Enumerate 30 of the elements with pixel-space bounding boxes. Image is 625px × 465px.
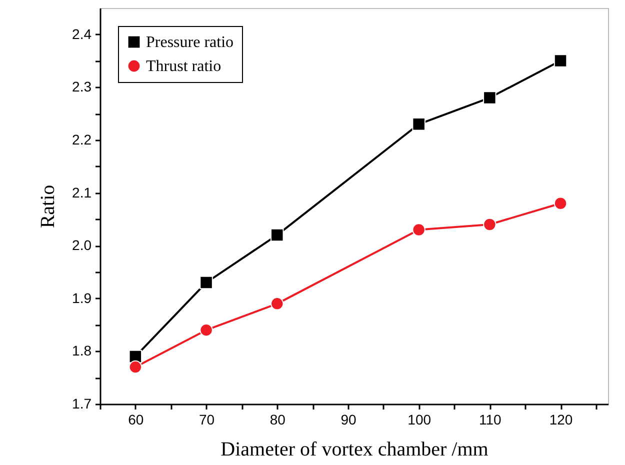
point <box>554 54 568 68</box>
y-tick-label: 2.2 <box>72 132 92 148</box>
point <box>128 360 142 374</box>
y-tick-label: 1.9 <box>72 290 92 306</box>
x-tick-label: 70 <box>198 412 215 428</box>
point <box>483 91 496 104</box>
y-tick-label: 1.7 <box>72 396 92 412</box>
x-tick-label: 90 <box>340 412 356 428</box>
point <box>200 276 213 290</box>
legend-label: Pressure ratio <box>146 34 234 51</box>
x-tick-label: 120 <box>549 412 573 428</box>
y-tick-label: 1.8 <box>72 342 92 359</box>
x-tick-label: 80 <box>270 412 286 428</box>
point <box>483 218 496 232</box>
point <box>412 223 426 236</box>
x-tick-label: 60 <box>128 412 144 428</box>
y-tick-label: 2.3 <box>72 78 92 95</box>
x-tick-label: 100 <box>408 412 432 428</box>
point <box>554 196 568 210</box>
x-axis-title: Diameter of vortex chamber /mm <box>220 438 489 460</box>
x-tick-label: 110 <box>479 412 502 428</box>
y-tick-label: 2.4 <box>72 26 92 42</box>
point <box>270 228 284 242</box>
y-tick-label: 2.1 <box>72 184 92 200</box>
point <box>200 323 213 337</box>
y-tick-label: 2.0 <box>72 237 92 254</box>
point <box>412 118 426 131</box>
y-axis-title: Ratio <box>37 184 60 228</box>
legend-label: Thrust ratio <box>146 58 222 75</box>
point <box>270 297 284 310</box>
